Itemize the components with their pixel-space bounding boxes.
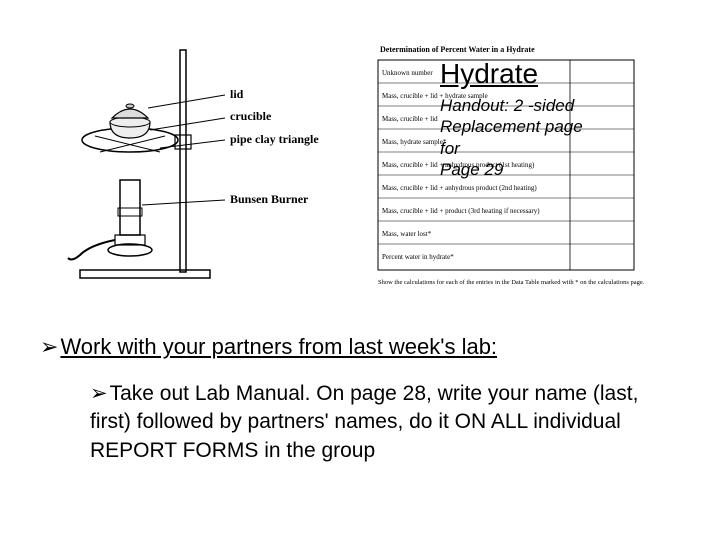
label-bunsen: Bunsen Burner (230, 192, 309, 206)
arrow-icon: ➢ (40, 334, 58, 360)
sub-bullet-text: Take out Lab Manual. On page 28, write y… (90, 382, 638, 462)
sub-bullet: ➢Take out Lab Manual. On page 28, write … (90, 380, 650, 465)
label-crucible: crucible (230, 109, 272, 123)
main-bullet: ➢Work with your partners from last week'… (40, 334, 497, 360)
label-pipe-clay: pipe clay triangle (230, 132, 319, 146)
handout-info: Handout: 2 -sided Replacement page for P… (440, 95, 583, 180)
table-title: Determination of Percent Water in a Hydr… (380, 45, 535, 54)
page-title: Hydrate (440, 58, 538, 90)
apparatus-diagram: lid crucible pipe clay triangle Bunsen B… (60, 40, 370, 300)
main-bullet-text: Work with your partners from last week's… (60, 334, 497, 359)
table-row: Mass, crucible + lid + product (3rd heat… (382, 207, 540, 215)
handout-line: Replacement page (440, 116, 583, 137)
table-row: Mass, hydrate sample* (382, 138, 447, 146)
table-row: Mass, crucible + lid + anhydrous product… (382, 184, 537, 192)
table-row: Percent water in hydrate* (382, 253, 454, 261)
handout-line: Page 29 (440, 159, 583, 180)
handout-line: Handout: 2 -sided (440, 95, 583, 116)
handout-line: for (440, 138, 583, 159)
label-lid: lid (230, 87, 244, 101)
table-row: Mass, crucible + lid (382, 115, 438, 123)
table-footer: Show the calculations for each of the en… (378, 279, 645, 286)
table-row: Unknown number (382, 69, 433, 77)
arrow-icon: ➢ (90, 380, 108, 408)
table-row: Mass, water lost* (382, 230, 432, 238)
